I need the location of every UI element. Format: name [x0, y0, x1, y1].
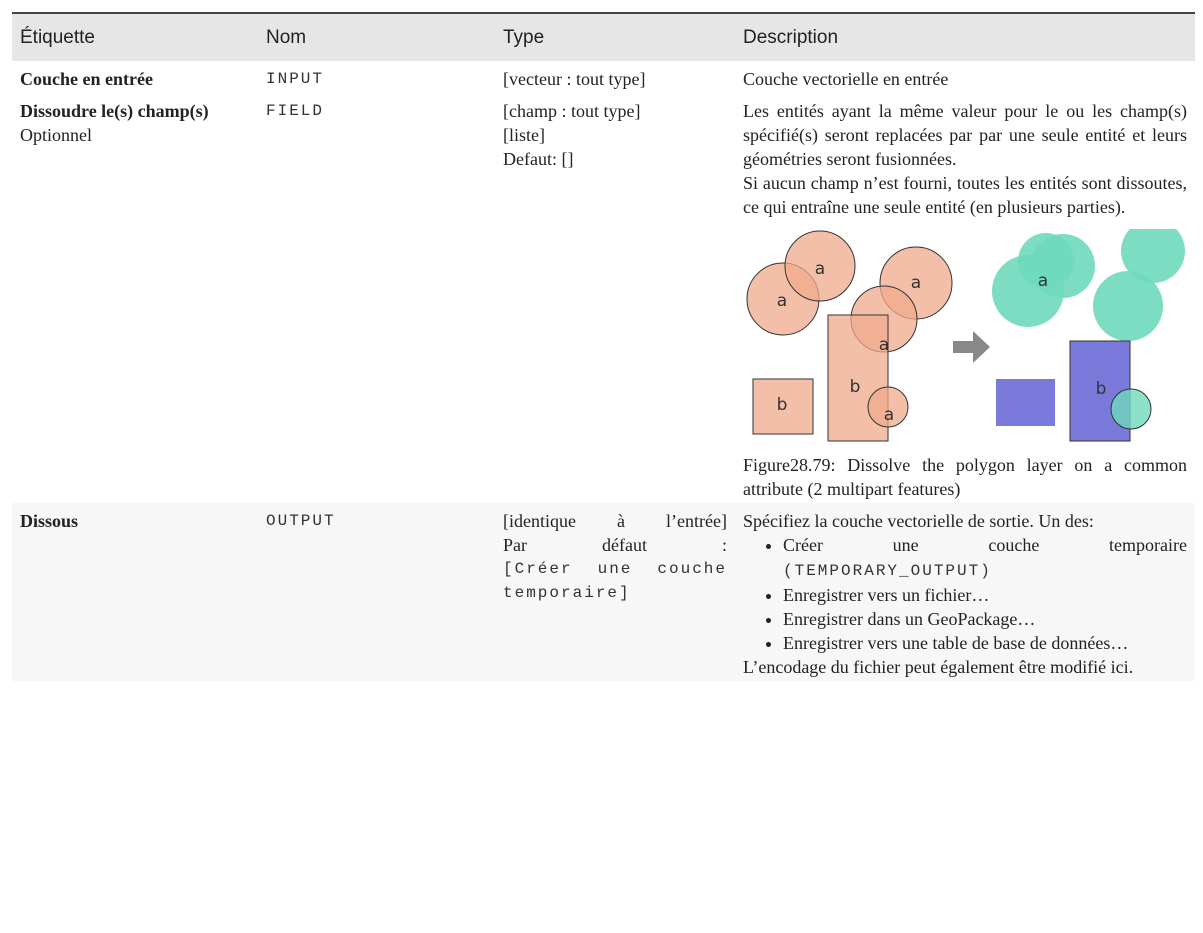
figure: a a a a b b a a b: [746, 229, 1185, 442]
option: Enregistrer dans un GeoPackage…: [783, 607, 1187, 631]
label-cell: Dissoudre le(s) champ(s) Optionnel: [12, 93, 258, 503]
row: Couche en entrée INPUT [vecteur : tout t…: [12, 61, 1195, 93]
type-cell: [champ : tout type] [liste] Defaut: []: [495, 93, 735, 503]
row: Dissoudre le(s) champ(s) Optionnel FIELD…: [12, 93, 1195, 503]
option-text: Enregistrer vers une table de base de do…: [783, 633, 1129, 653]
option-text: Enregistrer dans un GeoPackage…: [783, 609, 1036, 629]
option-list: Créer une couche temporaire (TEMPORARY_O…: [743, 533, 1187, 655]
column-header: Nom: [258, 12, 495, 61]
option-text: Créer une couche temporaire: [783, 535, 1187, 555]
type: Defaut: []: [503, 149, 574, 169]
row: Dissous OUTPUT [identique à l’entrée] Pa…: [12, 503, 1195, 681]
type: [liste]: [503, 125, 545, 145]
figure-label: a: [884, 405, 894, 425]
default-value: [Créer une couche temporaire]: [503, 560, 727, 602]
description-cell: Les entités ayant la même valeur pour le…: [735, 93, 1195, 503]
figure-label: b: [1096, 379, 1107, 399]
figure-label: a: [815, 259, 825, 279]
paragraph: Si aucun champ n’est fourni, toutes les …: [743, 173, 1187, 217]
parameters-table: Étiquette Nom Type Description Couche en…: [12, 12, 1195, 681]
figure-label: b: [850, 377, 861, 397]
paragraph: Spécifiez la couche vectorielle de sorti…: [743, 511, 1094, 531]
name: INPUT: [266, 70, 325, 88]
figure-label: a: [911, 273, 921, 293]
figure-label: a: [879, 335, 889, 355]
option-text: Enregistrer vers un fichier…: [783, 585, 990, 605]
type-cell: [identique à l’entrée] Par défaut : [Cré…: [495, 503, 735, 681]
label: Dissoudre le(s) champ(s): [20, 101, 209, 121]
column-header: Description: [735, 12, 1195, 61]
option: Enregistrer vers une table de base de do…: [783, 631, 1187, 655]
name: OUTPUT: [258, 503, 495, 681]
figure-label: a: [1038, 271, 1048, 291]
type: [vecteur : tout type]: [503, 69, 646, 89]
optional: Optionnel: [20, 125, 92, 145]
header-row: Étiquette Nom Type Description: [12, 12, 1195, 61]
label: Couche en entrée: [20, 69, 153, 89]
option-code: (TEMPORARY_OUTPUT): [783, 562, 992, 580]
column-header: Type: [495, 12, 735, 61]
type: [identique à l’entrée]: [503, 511, 727, 531]
default-label: Par défaut :: [503, 535, 727, 555]
figure-label: a: [777, 291, 787, 311]
label: Dissous: [12, 503, 258, 681]
paragraph: Les entités ayant la même valeur pour le…: [743, 101, 1187, 169]
name: FIELD: [266, 102, 325, 120]
column-header: Étiquette: [12, 12, 258, 61]
figure-label: b: [777, 395, 788, 415]
description-cell: Spécifiez la couche vectorielle de sorti…: [735, 503, 1195, 681]
type: [champ : tout type]: [503, 101, 641, 121]
note: L’encodage du fichier peut également êtr…: [743, 657, 1134, 677]
option: Enregistrer vers un fichier…: [783, 583, 1187, 607]
description: Couche vectorielle en entrée: [743, 69, 949, 89]
figure-caption: Figure28.79: Dissolve the polygon layer …: [743, 455, 1187, 499]
option: Créer une couche temporaire (TEMPORARY_O…: [783, 533, 1187, 583]
